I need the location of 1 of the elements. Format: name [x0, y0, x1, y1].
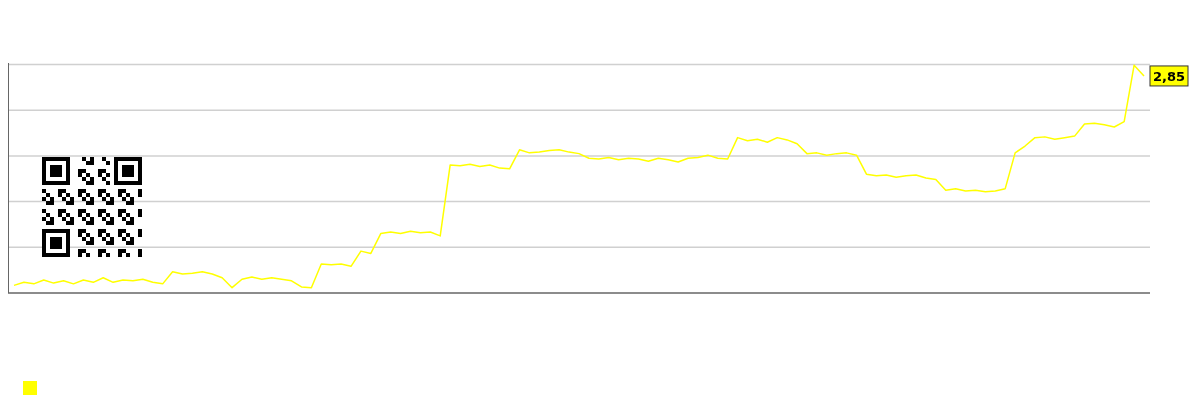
data-label: 2,85 [1152, 68, 1186, 84]
